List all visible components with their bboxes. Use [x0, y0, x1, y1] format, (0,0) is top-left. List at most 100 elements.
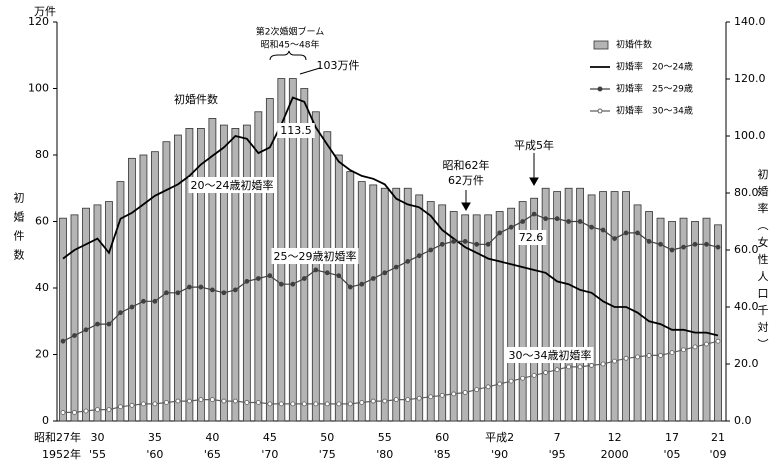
x-tick-label-western: '05	[664, 448, 681, 461]
bar	[518, 201, 527, 422]
y-tick-label: 100	[28, 82, 49, 95]
y2-tick-label: 40.0	[734, 300, 759, 313]
rate-marker	[474, 387, 480, 393]
y2-tick-label: 100.0	[734, 129, 766, 142]
rate-marker	[635, 230, 640, 236]
rate-marker	[209, 397, 215, 403]
rate-marker	[462, 390, 468, 395]
rate-marker	[520, 219, 526, 224]
x-tick-label: 50	[320, 431, 334, 444]
rate-marker	[370, 398, 376, 404]
bar	[231, 127, 240, 422]
rate-marker	[83, 327, 89, 333]
bar	[357, 181, 366, 422]
annotation: 昭和62年	[443, 158, 490, 172]
annotation-bg	[446, 173, 486, 188]
legend-label: 初婚率 25～29歳	[616, 83, 693, 95]
rate-marker	[474, 241, 480, 247]
rate-marker	[669, 247, 675, 253]
y2-tick-label: 140.0	[734, 15, 766, 28]
bar	[691, 221, 699, 422]
bar-series	[59, 78, 722, 422]
bar	[105, 201, 113, 422]
x-tick-label-western: '60	[146, 448, 163, 461]
x-tick-label: 平成2	[485, 431, 514, 444]
rate-marker	[554, 216, 560, 222]
rate-marker	[451, 239, 457, 244]
rate-marker	[336, 401, 342, 407]
bar	[151, 151, 159, 422]
bar	[219, 124, 228, 422]
x-tick-label-western: '90	[491, 448, 508, 461]
bar	[656, 217, 665, 422]
rate-marker	[543, 216, 549, 222]
rate-marker	[393, 264, 399, 270]
x-tick-label: 7	[554, 431, 561, 444]
legend-marker	[597, 86, 603, 92]
bar	[484, 214, 493, 422]
rate-marker	[95, 321, 100, 327]
rate-marker	[72, 410, 77, 415]
rate-marker	[324, 270, 330, 276]
annotation: 30～34歳初婚率	[509, 348, 592, 362]
rate-marker	[244, 278, 250, 284]
x-tick-label-western: '09	[709, 448, 726, 461]
annotation-bg	[188, 177, 276, 193]
rate-marker	[60, 410, 66, 415]
rate-marker	[278, 401, 284, 407]
rate-marker	[152, 298, 158, 304]
rate-marker	[278, 281, 284, 287]
annotation: 62万件	[448, 174, 484, 187]
rate-marker	[577, 219, 583, 224]
rate-line	[62, 96, 719, 337]
rate-marker	[324, 401, 330, 407]
rate-marker	[428, 247, 434, 253]
rate-marker	[623, 230, 629, 236]
bar	[59, 217, 67, 422]
annotation: 平成5年	[514, 138, 554, 152]
bar	[541, 187, 550, 422]
rate-marker	[497, 381, 503, 387]
rate-marker	[566, 364, 572, 370]
rate-marker	[209, 287, 215, 293]
y-tick-label: 40	[35, 281, 49, 294]
rate-marker	[290, 281, 296, 287]
y2-tick-label: 60.0	[734, 243, 759, 256]
rate-marker	[715, 244, 721, 250]
bar	[254, 111, 263, 422]
rate-marker	[485, 241, 491, 247]
bar	[311, 111, 320, 422]
legend-label: 初婚率 30～34歳	[616, 105, 693, 117]
x-tick-label: 60	[435, 431, 449, 444]
rate-marker	[715, 338, 721, 344]
rate-marker	[267, 273, 273, 279]
value-label: 113.5	[280, 124, 312, 137]
legend-label: 初婚件数	[616, 39, 652, 51]
x-tick-label-western: '70	[261, 448, 278, 461]
rate-marker	[485, 384, 491, 390]
rate-marker	[232, 398, 238, 404]
bar	[162, 141, 171, 422]
rate-marker	[301, 276, 307, 281]
rate-marker	[520, 375, 526, 381]
rate-marker	[221, 290, 227, 296]
rate-marker	[221, 398, 227, 404]
x-tick-label-western: '95	[549, 448, 566, 461]
bar	[403, 187, 412, 422]
rate-marker	[543, 370, 549, 375]
rate-marker	[704, 341, 709, 347]
rate-marker	[439, 241, 445, 247]
y-tick-label: 60	[35, 215, 49, 228]
rate-marker	[106, 407, 112, 413]
y2-tick-label: 0.0	[734, 414, 752, 427]
rate-marker	[589, 224, 594, 230]
bar	[599, 191, 607, 422]
rate-marker	[554, 367, 560, 373]
x-tick-label: 45	[263, 431, 277, 444]
rate-marker	[635, 354, 640, 360]
rate-marker	[577, 364, 583, 370]
rate-marker	[118, 310, 123, 316]
rate-marker	[198, 284, 204, 290]
rate-marker	[301, 401, 307, 407]
rate-marker	[175, 398, 181, 404]
